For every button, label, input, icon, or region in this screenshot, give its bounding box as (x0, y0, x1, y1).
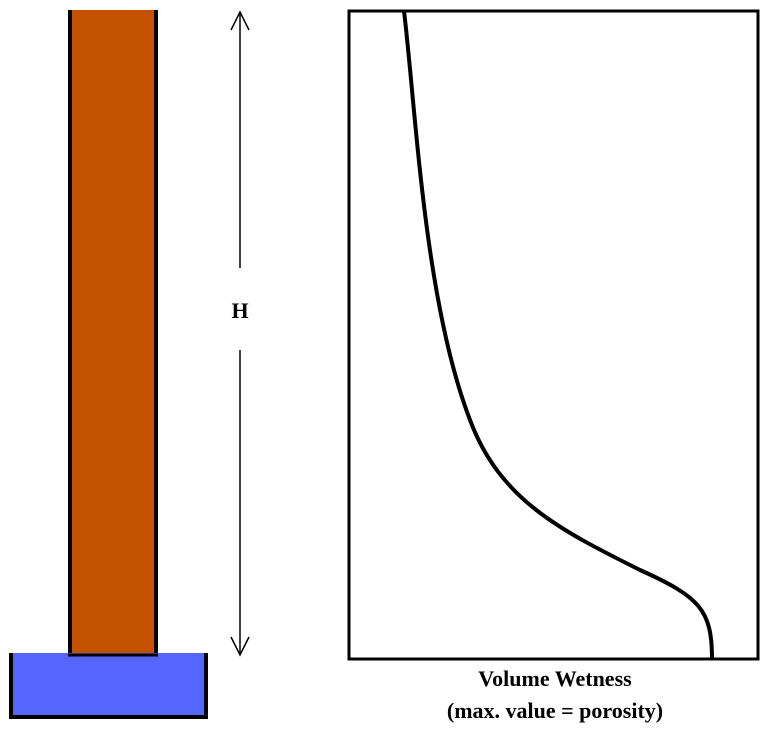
profile-frame (347, 9, 760, 661)
height-arrow (230, 10, 250, 657)
wetness-curve (402, 10, 714, 660)
water-reservoir (11, 653, 206, 717)
reservoir-wall (9, 653, 208, 719)
soil-column (70, 10, 156, 655)
height-label: H (231, 298, 248, 323)
axis-label: (max. value = porosity) (447, 698, 663, 723)
axis-label: Volume Wetness (478, 666, 632, 691)
